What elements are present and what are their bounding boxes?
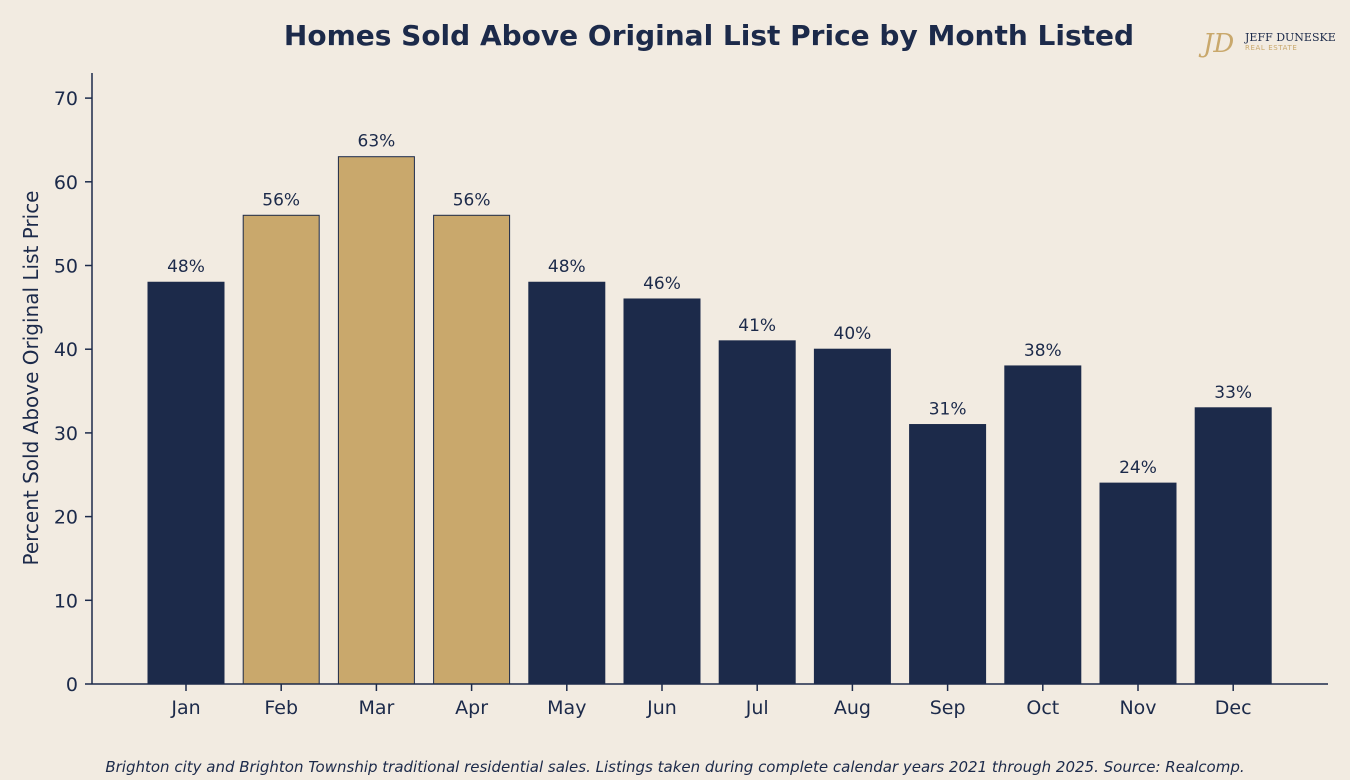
x-tick-label-dec: Dec xyxy=(1215,697,1252,719)
y-tick-label: 70 xyxy=(54,88,78,110)
data-label-jan: 48% xyxy=(167,257,205,277)
bar-aug xyxy=(813,348,891,685)
data-label-jul: 41% xyxy=(738,316,776,336)
chart-title: Homes Sold Above Original List Price by … xyxy=(284,19,1134,52)
bar-oct xyxy=(1004,365,1082,685)
data-label-aug: 40% xyxy=(834,324,872,344)
bar-jun xyxy=(623,298,701,685)
data-label-may: 48% xyxy=(548,257,586,277)
bar-apr xyxy=(433,214,511,685)
y-tick-label: 40 xyxy=(54,339,78,361)
bar-sep xyxy=(909,424,987,685)
bar-jan xyxy=(147,281,225,685)
y-tick-label: 50 xyxy=(54,256,78,278)
x-tick-label-sep: Sep xyxy=(930,697,966,719)
data-label-mar: 63% xyxy=(358,132,396,152)
y-tick-label: 0 xyxy=(66,674,78,696)
x-tick-label-nov: Nov xyxy=(1119,697,1156,719)
bar-jul xyxy=(718,340,796,685)
x-tick-label-may: May xyxy=(547,697,586,719)
logo-subtitle: REAL ESTATE xyxy=(1245,44,1297,52)
bar-feb xyxy=(242,214,320,685)
data-label-oct: 38% xyxy=(1024,341,1062,361)
x-tick-label-mar: Mar xyxy=(358,697,394,719)
y-tick-label: 30 xyxy=(54,423,78,445)
logo: JD JEFF DUNESKE REAL ESTATE xyxy=(1198,29,1336,59)
x-tick-label-apr: Apr xyxy=(455,697,488,719)
data-label-dec: 33% xyxy=(1214,383,1252,403)
data-label-nov: 24% xyxy=(1119,458,1157,478)
logo-name: JEFF DUNESKE xyxy=(1244,31,1336,44)
data-label-sep: 31% xyxy=(929,400,967,420)
data-label-jun: 46% xyxy=(643,274,681,294)
x-tick-label-jul: Jul xyxy=(745,697,769,719)
bar-data-labels: 48% 56% 63% 56% 48% 46% 41% 40% 31% 38% 24% 33% xyxy=(167,132,1252,478)
x-tick-label-feb: Feb xyxy=(264,697,298,719)
x-tick-label-jun: Jun xyxy=(646,697,677,719)
x-tick-label-jan: Jan xyxy=(170,697,200,719)
data-label-apr: 56% xyxy=(453,190,491,210)
data-label-feb: 56% xyxy=(262,190,300,210)
x-tick-label-aug: Aug xyxy=(834,697,871,719)
bar-nov xyxy=(1099,482,1177,685)
bar-may xyxy=(528,281,606,685)
bars xyxy=(147,156,1272,685)
x-axis-ticks: Jan Feb Mar Apr May Jun Jul Aug Sep Oct Nov Dec xyxy=(170,684,1252,719)
y-axis-label: Percent Sold Above Original List Price xyxy=(19,191,43,566)
bar-dec xyxy=(1194,407,1272,685)
y-tick-label: 60 xyxy=(54,172,78,194)
y-tick-label: 10 xyxy=(54,590,78,612)
y-tick-label: 20 xyxy=(54,507,78,529)
bar-mar xyxy=(337,156,415,685)
logo-monogram: JD xyxy=(1198,29,1234,59)
footnote: Brighton city and Brighton Township trad… xyxy=(105,758,1244,776)
x-tick-label-oct: Oct xyxy=(1026,697,1059,719)
y-axis-ticks: 0 10 20 30 40 50 60 70 xyxy=(54,88,92,696)
